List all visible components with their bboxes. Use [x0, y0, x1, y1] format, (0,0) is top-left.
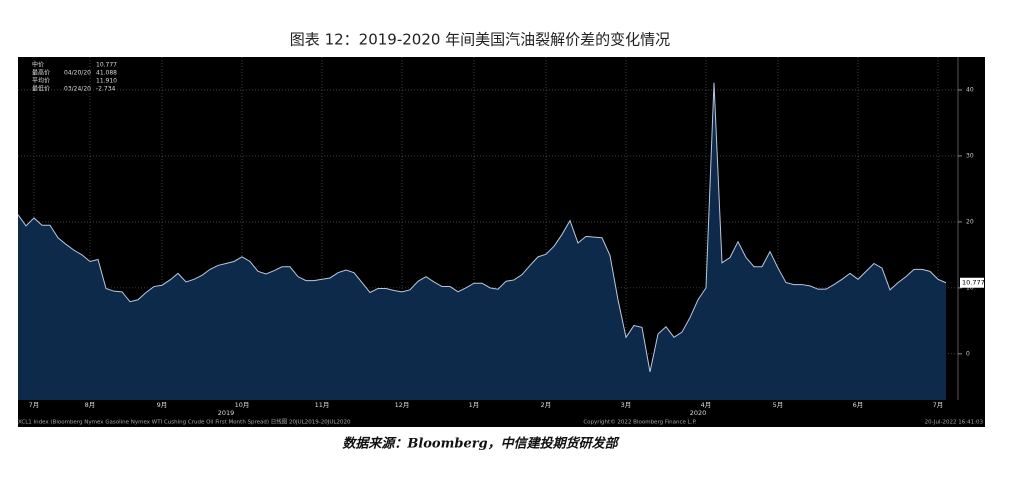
- chart-title: 图表 12：2019-2020 年间美国汽油裂解价差的变化情况: [290, 31, 670, 49]
- last-value-box: [960, 277, 984, 288]
- y-tick-label: 40: [966, 86, 974, 93]
- legend-value: 10.777: [96, 62, 117, 69]
- x-tick-label: 5月: [773, 401, 784, 409]
- x-tick-label: 11月: [315, 401, 330, 409]
- y-tick-label: 30: [966, 152, 974, 159]
- year-label: 2019: [218, 409, 235, 417]
- legend-label: 最高价: [32, 69, 50, 77]
- x-tick-label: 7月: [29, 401, 40, 409]
- footer-right: 20-Jul-2022 16:41:03: [925, 420, 984, 426]
- x-tick-label: 9月: [157, 401, 168, 409]
- legend-value: 41.088: [96, 70, 117, 77]
- area: [18, 82, 946, 401]
- x-tick-label: 1月: [469, 401, 480, 409]
- source-note: 数据来源：Bloomberg，中信建投期货研发部: [342, 436, 620, 452]
- legend-value: -2.734: [96, 86, 116, 93]
- x-tick-label: 8月: [85, 401, 96, 409]
- x-tick-label: 3月: [621, 401, 632, 409]
- legend-date: 04/20/20: [64, 70, 91, 77]
- legend-label: 平均价: [32, 77, 50, 85]
- legend-label: 中价: [32, 61, 44, 69]
- line: [17, 82, 947, 372]
- x-tick-label: 7月: [933, 401, 944, 409]
- x-tick-label: 4月: [701, 401, 712, 409]
- x-tick-label: 6月: [853, 401, 864, 409]
- y-tick-label: 10: [966, 284, 974, 291]
- last-value-label: 10.777: [962, 279, 985, 287]
- y-tick-label: 20: [966, 218, 974, 225]
- footer-center: Copyright© 2022 Bloomberg Finance L.P.: [583, 419, 697, 426]
- legend-date: 03/24/20: [64, 86, 91, 93]
- y-tick-label: 0: [966, 350, 970, 357]
- x-tick-label: 10月: [235, 401, 250, 409]
- footer-left: XCL1 Index (Bloomberg Nymex Gasoline Nym…: [18, 418, 351, 426]
- legend-label: 最低价: [32, 85, 50, 93]
- year-label: 2020: [690, 409, 707, 417]
- x-tick-label: 12月: [395, 401, 410, 409]
- x-tick-label: 2月: [541, 401, 552, 409]
- legend-value: 11.910: [96, 78, 117, 85]
